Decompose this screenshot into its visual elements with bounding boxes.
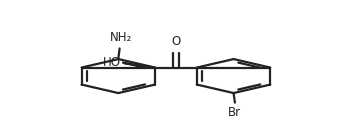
- Text: HO: HO: [103, 56, 121, 69]
- Text: Br: Br: [228, 106, 241, 119]
- Text: O: O: [171, 35, 181, 48]
- Text: NH₂: NH₂: [109, 31, 132, 44]
